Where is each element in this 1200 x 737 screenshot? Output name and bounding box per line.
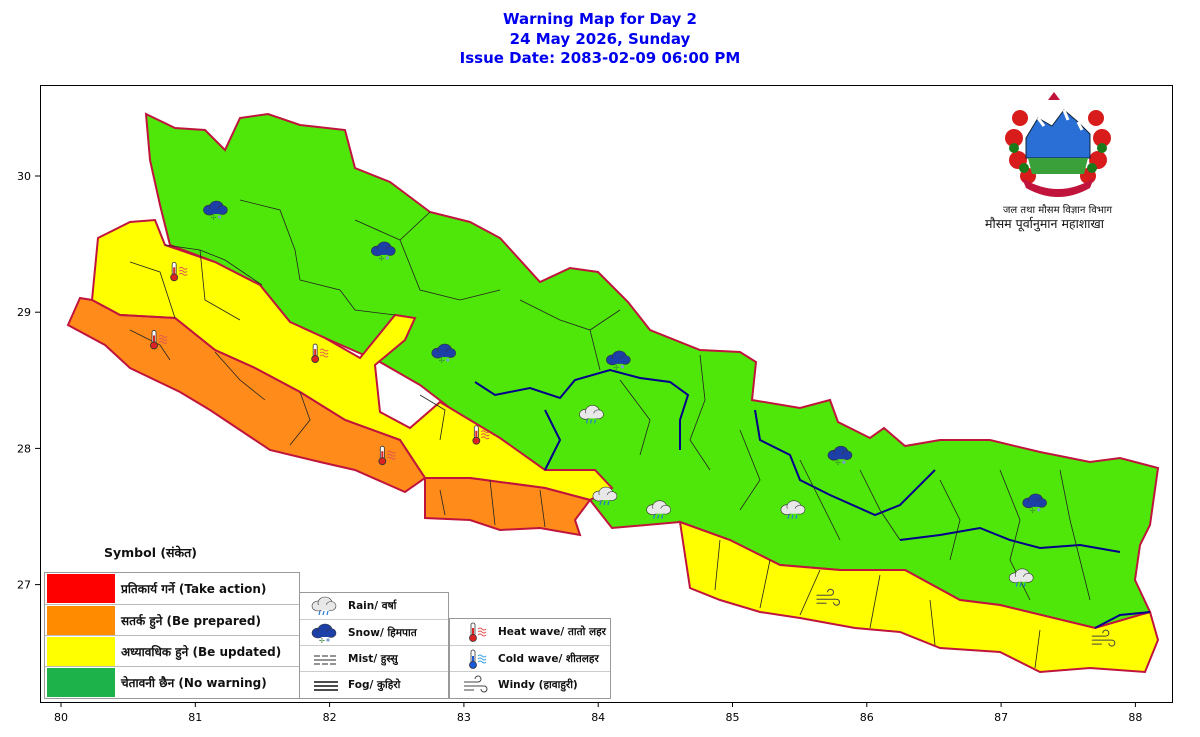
x-tick-label: 82 [323, 711, 337, 724]
y-tick-label: 29 [17, 306, 31, 319]
symbol-row-heat-wave: Heat wave/ तातो लहर [450, 619, 610, 645]
severity-swatch-yellow [47, 637, 115, 666]
x-tick-label: 84 [591, 711, 605, 724]
svg-text:✢: ✢ [613, 364, 619, 372]
symbol-label: Cold wave/ शीतलहर [498, 653, 599, 665]
title-line-3: Issue Date: 2083-02-09 06:00 PM [459, 49, 741, 67]
heat-wave-icon [311, 343, 329, 363]
svg-text:✢: ✢ [439, 357, 445, 365]
x-tick-label: 81 [188, 711, 202, 724]
symbol-label: Mist/ हुस्सु [348, 653, 398, 665]
region-yellow-terai-east [678, 520, 1160, 674]
snow-cloud-icon: ✢ [1022, 493, 1047, 515]
mist-icon [314, 655, 336, 665]
windy-icon [816, 588, 840, 606]
severity-swatch-green [47, 668, 115, 697]
severity-label: चेतावनी छैन (No warning) [121, 676, 267, 690]
svg-text:✢: ✢ [319, 637, 325, 644]
snow-cloud-icon: ✢ [606, 350, 631, 372]
heat-wave-icon [170, 261, 188, 282]
heat-wave-icon [472, 425, 490, 445]
emblem-division-name: मौसम पूर्वानुमान महाशाखा [985, 216, 1105, 231]
symbol-row-windy: Windy (हावाहुरी) [450, 671, 610, 698]
heat-wave-icon [150, 330, 168, 350]
severity-row-no-warning: चेतावनी छैन (No warning) [45, 666, 299, 698]
severity-label: सतर्क हुने (Be prepared) [121, 614, 261, 628]
rain-cloud-icon [1008, 568, 1034, 587]
x-tick-label: 83 [457, 711, 471, 724]
y-tick-label: 28 [17, 442, 31, 455]
svg-text:✢: ✢ [210, 214, 216, 222]
symbol-label: Windy (हावाहुरी) [498, 679, 578, 691]
severity-row-be-updated: अध्यावधिक हुने (Be updated) [45, 635, 299, 667]
plot-frame [40, 85, 1173, 703]
severity-swatch-orange [47, 606, 115, 635]
basin-boundaries [474, 368, 1151, 629]
rain-cloud-icon [311, 596, 337, 616]
snow-cloud-icon: ✢ [827, 445, 853, 467]
x-axis-ticks: 80 81 82 83 84 85 86 87 88 [54, 702, 1142, 724]
x-tick-label: 85 [726, 711, 740, 724]
district-boundaries [129, 199, 1091, 669]
x-tick-label: 87 [994, 711, 1008, 724]
y-tick-label: 30 [17, 170, 31, 183]
svg-text:✢: ✢ [835, 459, 841, 467]
cold-wave-icon [469, 649, 487, 669]
emblem-department-name: जल तथा मौसम विज्ञान विभाग [1003, 205, 1113, 216]
symbol-row-fog: Fog/ कुहिरो [300, 671, 448, 698]
heat-wave-icon [469, 622, 487, 642]
rain-cloud-icon [579, 405, 604, 424]
government-emblem [1005, 92, 1111, 200]
severity-row-be-prepared: सतर्क हुने (Be prepared) [45, 604, 299, 636]
heat-wave-icon [378, 445, 396, 466]
rain-cloud-icon [646, 500, 671, 519]
severity-legend: प्रतिकार्य गर्ने (Take action) सतर्क हुन… [44, 572, 300, 699]
title-line-1: Warning Map for Day 2 [503, 10, 697, 28]
severity-swatch-red [47, 574, 115, 603]
windy-icon [1091, 629, 1116, 647]
windy-icon [464, 675, 488, 693]
symbol-row-rain: Rain/ वर्षा [300, 593, 448, 619]
symbol-row-snow: ✢ Snow/ हिमपात [300, 619, 448, 646]
x-tick-label: 86 [860, 711, 874, 724]
symbol-row-mist: Mist/ हुस्सु [300, 645, 448, 672]
rain-cloud-icon [780, 500, 806, 519]
symbol-row-cold-wave: Cold wave/ शीतलहर [450, 645, 610, 672]
severity-row-take-action: प्रतिकार्य गर्ने (Take action) [45, 573, 299, 604]
symbol-legend-column-1: Rain/ वर्षा ✢ Snow/ हिमपात Mist/ हुस्सु … [299, 592, 449, 699]
legend-title: Symbol (संकेत) [104, 545, 197, 560]
snow-cloud-icon: ✢ [311, 623, 337, 644]
symbol-label: Fog/ कुहिरो [348, 679, 401, 691]
y-axis-ticks: 30 29 28 27 [17, 170, 40, 592]
map-title: Warning Map for Day 2 24 May 2026, Sunda… [0, 10, 1200, 69]
snow-cloud-icon: ✢ [431, 343, 457, 365]
weather-markers: ✢ ✢ ✢ ✢ ✢ ✢ [150, 200, 1116, 647]
snow-cloud-icon: ✢ [203, 200, 228, 222]
y-tick-label: 27 [17, 579, 31, 592]
fog-icon [314, 681, 338, 691]
symbol-legend-column-2: Heat wave/ तातो लहर Cold wave/ शीतलहर Wi… [449, 618, 611, 699]
title-line-2: 24 May 2026, Sunday [509, 29, 691, 48]
rain-cloud-icon [592, 486, 618, 506]
severity-label: अध्यावधिक हुने (Be updated) [121, 645, 282, 659]
x-tick-label: 80 [54, 711, 68, 724]
svg-text:✢: ✢ [1030, 507, 1036, 515]
x-tick-label: 88 [1128, 711, 1142, 724]
severity-label: प्रतिकार्य गर्ने (Take action) [121, 582, 267, 596]
symbol-label: Heat wave/ तातो लहर [498, 626, 606, 638]
region-orange-central [424, 477, 592, 537]
symbol-label: Rain/ वर्षा [348, 600, 397, 612]
svg-text:✢: ✢ [378, 255, 384, 263]
symbol-label: Snow/ हिमपात [348, 627, 417, 639]
snow-cloud-icon: ✢ [371, 241, 396, 263]
